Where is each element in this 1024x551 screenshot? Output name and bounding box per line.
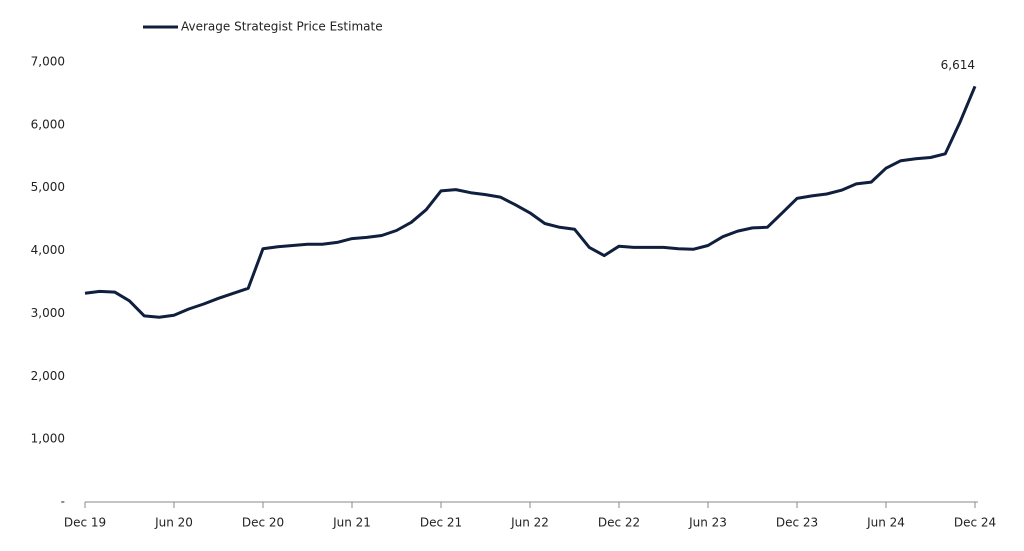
x-tick-label: Jun 20	[154, 516, 193, 530]
x-tick-label: Dec 20	[242, 516, 284, 530]
legend-label: Average Strategist Price Estimate	[181, 20, 383, 34]
x-tick-label: Dec 24	[954, 516, 996, 530]
x-tick-label: Jun 23	[688, 516, 727, 530]
y-tick-label: 3,000	[31, 306, 65, 320]
y-tick-label: 4,000	[31, 243, 65, 257]
y-tick-label: 6,000	[31, 117, 65, 131]
x-tick-label: Dec 21	[420, 516, 462, 530]
data-label: 6,614	[941, 58, 975, 72]
y-tick-label: 1,000	[31, 432, 65, 446]
y-tick-label: -	[61, 495, 65, 509]
x-tick-label: Jun 21	[332, 516, 371, 530]
y-tick-label: 2,000	[31, 369, 65, 383]
x-tick-label: Jun 24	[866, 516, 905, 530]
line	[84, 85, 977, 319]
y-tick-label: 7,000	[31, 55, 65, 69]
y-tick-label: 5,000	[31, 180, 65, 194]
x-tick-label: Dec 23	[776, 516, 818, 530]
x-tick-label: Dec 22	[598, 516, 640, 530]
x-tick-label: Jun 22	[510, 516, 549, 530]
x-tick-label: Dec 19	[64, 516, 106, 530]
